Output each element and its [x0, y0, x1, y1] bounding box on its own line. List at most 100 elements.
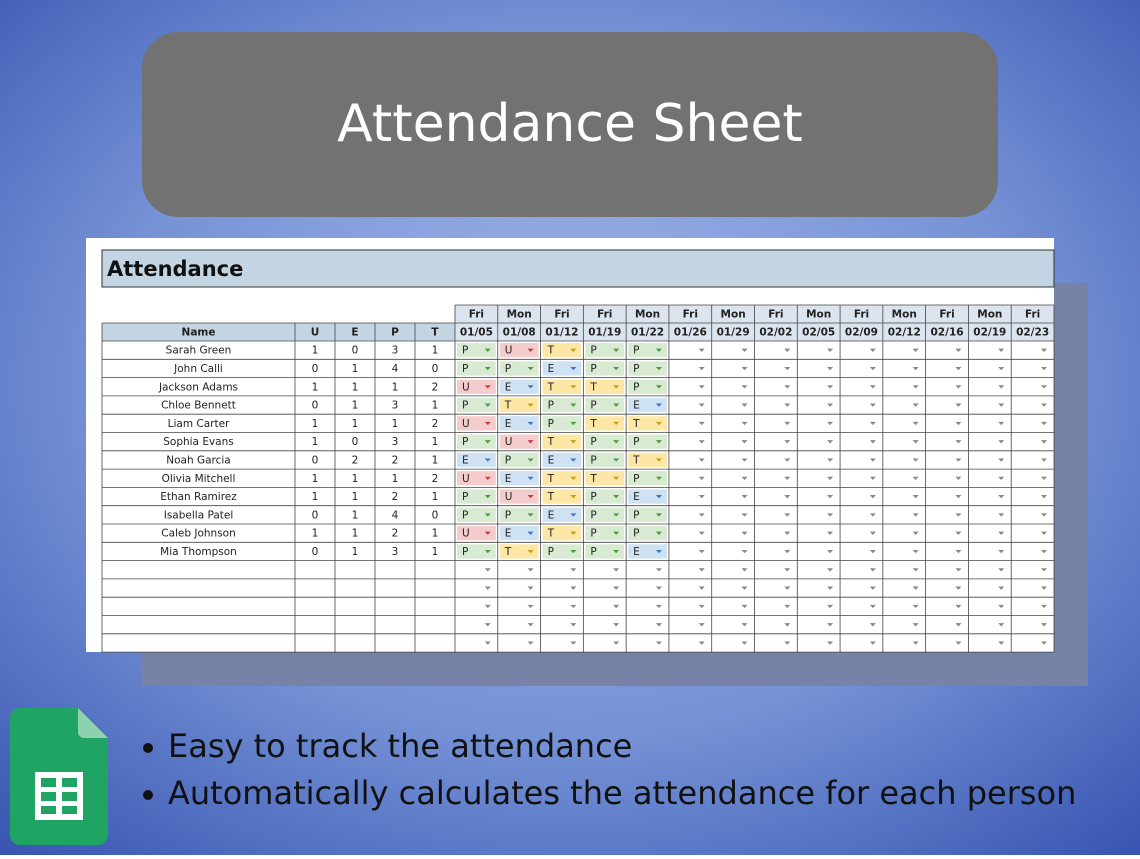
column-header: T	[431, 327, 439, 339]
dropdown-arrow	[484, 403, 491, 407]
status-cell	[499, 379, 539, 394]
dropdown-arrow	[827, 348, 834, 352]
dropdown-arrow	[912, 623, 919, 627]
dropdown-arrow	[484, 641, 491, 645]
dropdown-arrow	[570, 348, 577, 352]
status: U	[505, 345, 513, 357]
dropdown-arrow	[869, 495, 876, 499]
status: P	[633, 345, 639, 357]
status: T	[504, 546, 512, 558]
dropdown-arrow	[527, 348, 534, 352]
dropdown-arrow	[912, 348, 919, 352]
status: P	[548, 400, 554, 412]
date-header: 01/22	[631, 327, 664, 339]
dropdown-arrow	[570, 641, 577, 645]
count: 1	[392, 473, 399, 485]
dropdown-arrow	[869, 458, 876, 462]
status-cell	[542, 343, 582, 358]
name: Chloe Bennett	[161, 400, 236, 412]
day-header: Fri	[939, 309, 954, 321]
status: P	[462, 345, 468, 357]
dropdown-arrow	[955, 531, 962, 535]
count: 1	[312, 473, 319, 485]
name: Olivia Mitchell	[162, 473, 236, 485]
status: P	[462, 491, 468, 503]
status: P	[462, 400, 468, 412]
status: E	[633, 491, 640, 503]
dropdown-arrow	[527, 641, 534, 645]
count: 2	[392, 454, 399, 466]
dropdown-arrow	[827, 549, 834, 554]
dropdown-arrow	[912, 440, 919, 444]
dropdown-arrow	[955, 604, 962, 609]
count: 1	[352, 509, 359, 521]
dropdown-arrow	[827, 458, 834, 462]
dropdown-arrow	[484, 421, 491, 426]
count: 1	[352, 381, 359, 393]
dropdown-arrow	[784, 604, 791, 609]
dropdown-arrow	[827, 586, 834, 590]
dropdown-arrow	[484, 549, 491, 554]
dropdown-arrow	[698, 586, 705, 590]
status-cell	[628, 544, 667, 559]
dropdown-arrow	[869, 568, 876, 572]
status-cell	[585, 379, 625, 394]
dropdown-arrow	[527, 513, 534, 517]
status-cell	[585, 526, 625, 541]
day-header: Mon	[721, 309, 746, 321]
dropdown-arrow	[784, 623, 791, 627]
count: 0	[312, 400, 319, 412]
status: T	[589, 418, 597, 430]
dropdown-arrow	[784, 385, 791, 389]
name: Sophia Evans	[163, 436, 234, 448]
date-header: 01/29	[717, 327, 750, 339]
day-header: Mon	[635, 309, 660, 321]
count: 3	[392, 436, 399, 448]
dropdown-arrow	[741, 549, 748, 554]
dropdown-arrow	[869, 366, 876, 371]
dropdown-arrow	[570, 623, 577, 627]
dropdown-arrow	[998, 531, 1005, 535]
dropdown-arrow	[570, 403, 577, 407]
dropdown-arrow	[912, 476, 919, 481]
dropdown-arrow	[1041, 586, 1047, 590]
dropdown-arrow	[484, 604, 491, 609]
count: 2	[432, 381, 439, 393]
count: 1	[352, 546, 359, 558]
dropdown-arrow	[570, 531, 577, 535]
dropdown-arrow	[1041, 549, 1047, 554]
count: 1	[352, 473, 359, 485]
status: E	[462, 454, 469, 466]
dropdown-arrow	[570, 549, 577, 554]
status-cell	[457, 361, 496, 376]
day-header: Fri	[683, 309, 698, 321]
dropdown-arrow	[912, 495, 919, 499]
dropdown-arrow	[527, 549, 534, 554]
status-cell	[542, 544, 582, 559]
day-header: Mon	[507, 309, 532, 321]
status-cell	[542, 434, 582, 449]
icon-cell	[41, 806, 56, 814]
dropdown-arrow	[784, 531, 791, 535]
count: 1	[312, 345, 319, 357]
status: P	[505, 363, 511, 375]
status: E	[505, 381, 512, 393]
count: 2	[432, 473, 439, 485]
dropdown-arrow	[998, 641, 1005, 645]
dropdown-arrow	[1041, 623, 1047, 627]
dropdown-arrow	[484, 458, 491, 462]
dropdown-arrow	[655, 586, 662, 590]
dropdown-arrow	[613, 495, 620, 499]
count: 4	[392, 509, 399, 521]
status-cell	[457, 343, 496, 358]
status: E	[633, 546, 640, 558]
dropdown-arrow	[741, 385, 748, 389]
status: T	[547, 345, 555, 357]
dropdown-arrow	[655, 366, 662, 371]
dropdown-arrow	[998, 568, 1005, 572]
status: P	[590, 528, 596, 540]
dropdown-arrow	[912, 568, 919, 572]
status: P	[633, 363, 639, 375]
count: 2	[392, 528, 399, 540]
status: P	[462, 363, 468, 375]
